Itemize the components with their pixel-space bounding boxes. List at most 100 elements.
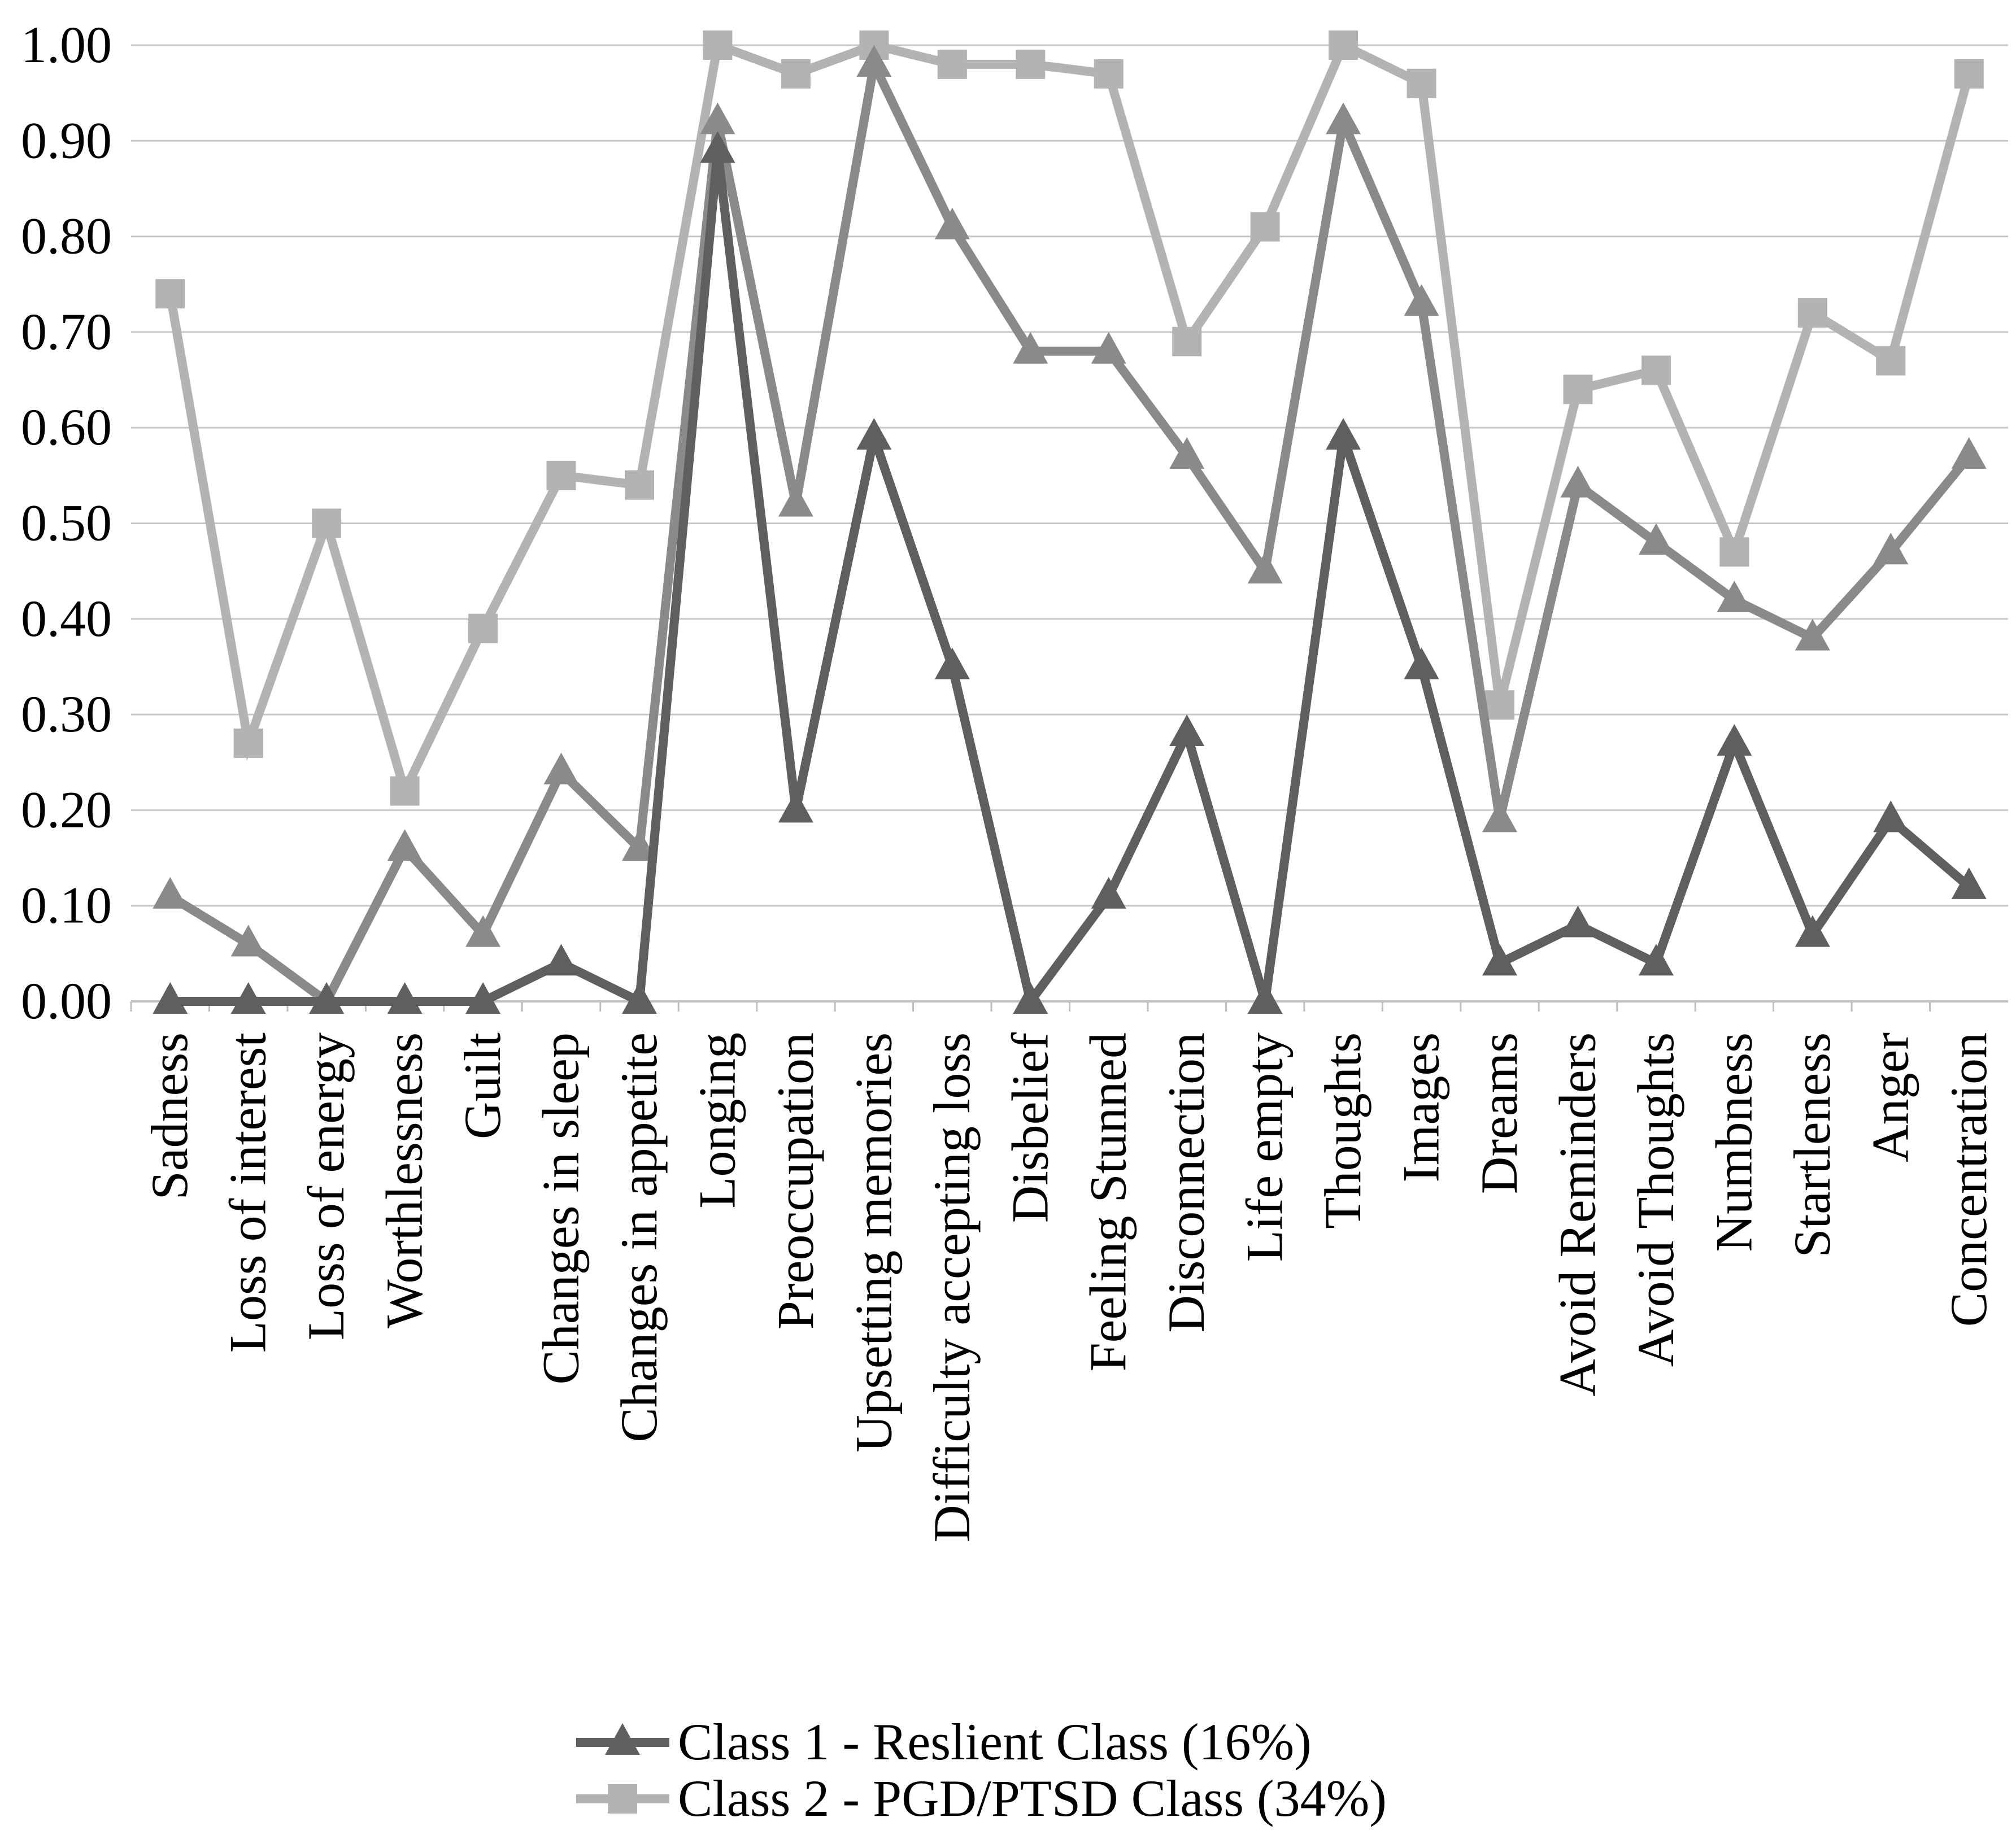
data-point [1407,68,1436,98]
category-label: Changes in appetite [610,1032,668,1442]
data-point [1091,877,1126,909]
data-point [312,508,342,538]
data-point [856,418,892,450]
data-point [1404,284,1439,316]
y-tick-label: 0.80 [21,207,112,265]
data-point [1247,552,1283,584]
category-label: Avoid Reminders [1548,1032,1606,1397]
data-point [934,207,970,239]
data-point [781,59,811,89]
legend-item-2: Class 2 - PGD/PTSD Class (34%) [576,1769,1387,1827]
data-point [1717,580,1752,612]
data-point [1482,800,1518,832]
y-tick-label: 0.10 [21,877,112,934]
data-point [1326,102,1361,134]
y-axis: 0.00 0.10 0.20 0.30 0.40 0.50 0.60 0.70 0.80 0.90… [21,16,112,1030]
data-point [621,829,657,861]
data-point [1641,355,1671,385]
category-label: Difficulty accepting loss [923,1032,981,1542]
data-point [153,982,188,1014]
data-point [1485,690,1515,720]
data-point [1404,647,1439,679]
data-point [543,752,579,784]
data-point [1563,374,1593,404]
category-label: Avoid Thoughts [1627,1032,1684,1367]
series-3 [153,45,1987,1014]
data-point [1091,332,1126,364]
gridlines [131,44,2008,1003]
data-point [1560,465,1596,498]
data-point [624,470,654,500]
data-point [1169,437,1205,469]
y-tick-label: 0.20 [21,781,112,838]
series-line [166,39,1974,804]
data-point [700,102,735,134]
data-point [387,829,423,861]
category-label: Images [1392,1032,1450,1183]
data-point [937,49,967,79]
data-point [1016,49,1046,79]
category-label: Worthlessness [376,1032,433,1328]
series-line [170,150,1972,1012]
category-label: Concentration [1940,1032,1997,1327]
category-label: Upsetting memories [844,1032,902,1453]
data-point [778,485,813,517]
data-point [387,982,423,1014]
data-point [1795,618,1830,651]
category-label: Anger [1861,1032,1919,1162]
category-label: Thoughts [1314,1032,1371,1229]
category-label: Loss of energy [297,1032,355,1340]
data-point [1873,800,1909,832]
data-point [1638,944,1674,976]
data-point [309,982,345,1014]
data-point [1169,714,1205,746]
legend-marker [605,1723,640,1755]
data-point [934,647,970,679]
y-tick-label: 0.30 [21,685,112,743]
data-point [621,982,657,1014]
data-point [1795,915,1830,947]
legend-item-1: Class 1 - Reslient Class (16%) [576,1713,1312,1771]
category-label: Guilt [454,1032,511,1140]
data-point [1954,59,1984,89]
category-label: Dreams [1470,1032,1528,1194]
category-label: Longing [688,1032,746,1209]
data-point [1326,418,1361,450]
data-point [543,944,579,976]
category-label: Life empty [1236,1032,1294,1262]
y-tick-label: 0.70 [21,303,112,360]
category-label: Numbness [1705,1032,1762,1252]
x-axis: Sadness Loss of interest Loss of energy Wor… [130,1001,1997,1542]
data-point [233,728,263,758]
data-point [1013,332,1048,364]
data-point [1094,59,1124,89]
data-point [1329,30,1358,60]
data-point [1482,944,1518,976]
y-tick-label: 0.50 [21,494,112,552]
data-point [703,30,733,60]
data-point [230,925,266,957]
category-label: Disbelief [1001,1032,1059,1223]
data-point [700,131,735,163]
category-label: Loss of interest [219,1032,277,1353]
series-2 [155,30,1984,806]
category-label: Feeling Stunned [1079,1032,1137,1372]
data-point [1873,533,1909,565]
data-point [856,45,892,77]
data-point [1172,326,1202,356]
series-line [168,50,1973,1009]
data-point [468,613,498,643]
y-tick-label: 0.60 [21,398,112,456]
data-point [1876,346,1906,376]
data-point [1719,537,1749,567]
data-point [546,460,576,490]
legend: Class 1 - Reslient Class (16%)Class 2 - … [576,1713,1387,1827]
data-point [465,982,501,1014]
data-point [390,776,420,806]
data-point [153,877,188,909]
data-point [465,915,501,947]
y-tick-label: 0.90 [21,111,112,169]
y-tick-label: 1.00 [21,16,112,73]
data-point [1247,982,1283,1014]
